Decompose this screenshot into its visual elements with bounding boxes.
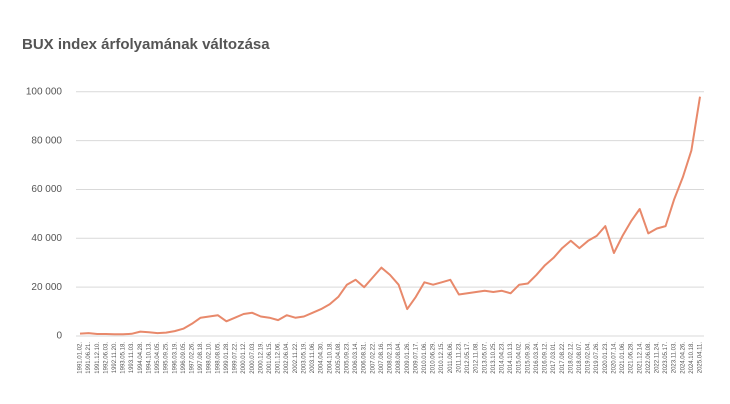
line xyxy=(79,96,701,336)
x-tick-label: 2025.04.11. xyxy=(698,342,704,374)
x-tick-label: 2019.02.04. xyxy=(586,342,592,374)
x-tick-label: 2000.07.03. xyxy=(250,342,256,374)
x-tick-label: 2012.05.17. xyxy=(465,342,471,374)
x-tick-label: 2013.05.07. xyxy=(482,342,488,374)
x-tick-label: 2015.04.02. xyxy=(517,342,523,374)
x-tick-label: 1998.08.05. xyxy=(215,342,221,374)
x-tick-label: 2001.12.06. xyxy=(276,342,282,374)
x-tick-label: 2015.09.30. xyxy=(525,342,531,374)
x-tick-label: 1996.09.05. xyxy=(181,342,187,374)
x-tick-label: 2014.04.23. xyxy=(500,342,506,374)
x-tick-label: 2003.11.06. xyxy=(310,342,316,374)
x-tick-label: 2023.11.03. xyxy=(672,342,678,374)
x-tick-label: 1996.03.19. xyxy=(172,342,178,374)
x-tick-label: 1995.09.25. xyxy=(164,342,170,374)
x-tick-label: 2002.06.04. xyxy=(284,342,290,374)
x-tick-label: 2005.04.08. xyxy=(336,342,342,374)
x-tick-label: 2008.08.04. xyxy=(396,342,402,374)
x-tick-label: 2012.11.08. xyxy=(474,342,480,374)
x-tick-label: 1991.01.02. xyxy=(78,342,84,374)
x-tick-label: 2016.09.12. xyxy=(543,342,549,374)
x-tick-label: 1997.08.18. xyxy=(198,342,204,374)
y-tick-label: 80 000 xyxy=(31,135,62,146)
x-tick-label: 2018.02.12. xyxy=(568,342,574,374)
x-tick-label: 1993.11.03. xyxy=(129,342,135,374)
x-tick-label: 2007.02.22. xyxy=(370,342,376,374)
x-tick-label: 2001.06.15. xyxy=(267,342,273,374)
x-tick-label: 2000.12.19. xyxy=(258,342,264,374)
x-tick-label: 2004.10.18. xyxy=(327,342,333,374)
chart-title: BUX index árfolyamának változása xyxy=(22,36,270,53)
x-tick-label: 2021.12.14. xyxy=(637,342,643,374)
x-tick-label: 2014.10.13. xyxy=(508,342,514,374)
x-tick-label: 2021.06.28. xyxy=(629,342,635,374)
x-tick-label: 1997.02.26. xyxy=(190,342,196,374)
x-tick-label: 2022.06.08. xyxy=(646,342,652,374)
x-tick-label: 1992.06.03. xyxy=(103,342,109,374)
x-tick-label: 1994.04.28. xyxy=(138,342,144,374)
x-tick-label: 2011.06.06. xyxy=(448,342,454,374)
x-tick-label: 1991.12.10. xyxy=(95,342,101,374)
y-tick-label: 60 000 xyxy=(31,184,62,195)
x-tick-label: 2009.07.17. xyxy=(413,342,419,374)
x-tick-label: 1999.01.28. xyxy=(224,342,230,374)
x-tick-label: 2017.03.01. xyxy=(551,342,557,374)
y-tick-label: 20 000 xyxy=(31,282,62,293)
x-tick-label: 2006.08.31. xyxy=(362,342,368,374)
x-tick-label: 1999.07.22. xyxy=(233,342,239,374)
x-tick-label: 2019.07.26. xyxy=(594,342,600,374)
x-tick-label: 2020.01.23. xyxy=(603,342,609,374)
x-tick-label: 2011.11.23. xyxy=(456,342,462,373)
x-tick-label: 1991.06.21. xyxy=(86,342,92,374)
x-tick-label: 2024.10.18. xyxy=(689,342,695,374)
y-tick-label: 40 000 xyxy=(31,233,62,244)
x-tick-label: 2017.08.22. xyxy=(560,342,566,374)
y-tick-label: 100 000 xyxy=(26,86,63,97)
x-tick-label: 2018.08.07. xyxy=(577,342,583,374)
x-tick-label: 2008.02.13. xyxy=(388,342,394,374)
x-tick-label: 1994.10.13. xyxy=(146,342,152,374)
x-tick-label: 2000.01.12. xyxy=(241,342,247,374)
y-tick-label: 0 xyxy=(56,331,62,342)
x-tick-label: 1998.02.10. xyxy=(207,342,213,374)
x-tick-label: 2005.09.23. xyxy=(345,342,351,374)
x-tick-label: 2003.05.19. xyxy=(301,342,307,374)
x-tick-label: 2022.11.24. xyxy=(655,342,661,374)
x-tick-label: 1992.11.20. xyxy=(112,342,118,374)
x-tick-label: 2021.01.06. xyxy=(620,342,626,374)
x-tick-label: 2010.01.06. xyxy=(422,342,428,374)
x-tick-label: 2007.08.16. xyxy=(379,342,385,374)
x-tick-label: 2004.04.30. xyxy=(319,342,325,374)
x-tick-label: 1993.05.18. xyxy=(121,342,127,374)
x-tick-label: 2024.04.26. xyxy=(680,342,686,374)
x-tick-label: 1995.04.05. xyxy=(155,342,161,374)
x-tick-label: 2023.05.17. xyxy=(663,342,669,374)
x-tick-label: 2020.07.14. xyxy=(611,342,617,374)
x-tick-label: 2009.01.26. xyxy=(405,342,411,374)
x-tick-label: 2013.10.25. xyxy=(491,342,497,374)
x-tick-label: 2010.12.15. xyxy=(439,342,445,374)
x-tick-label: 2010.06.29. xyxy=(431,342,437,374)
x-tick-label: 2002.11.22. xyxy=(293,342,299,374)
x-tick-label: 2016.03.24. xyxy=(534,342,540,374)
x-tick-label: 2006.03.14. xyxy=(353,342,359,374)
